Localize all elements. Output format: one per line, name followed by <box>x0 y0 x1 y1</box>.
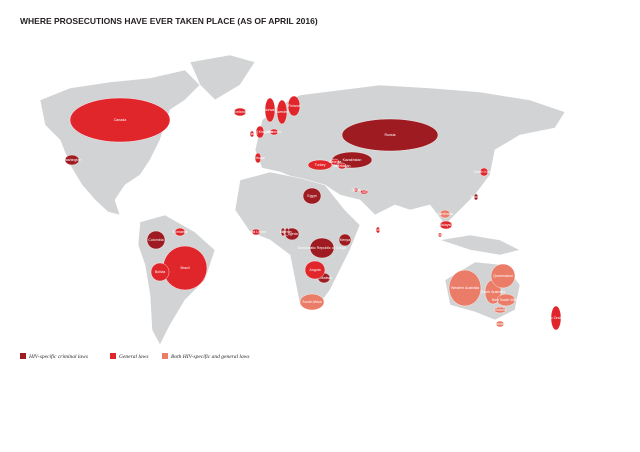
country-shape <box>479 167 489 177</box>
country-label: Singapore <box>432 233 448 237</box>
greenland <box>189 54 256 101</box>
country-label: Ireland <box>247 132 258 136</box>
country-shape <box>496 293 516 307</box>
country-label: Democratic Republic of Congo <box>298 246 347 250</box>
country-label: Taiwan <box>470 195 481 199</box>
country-label: Norway <box>264 108 276 112</box>
country-shape <box>495 320 505 328</box>
countries: Russia Kazakhstan Egypt Colombia Democratic … <box>63 95 567 331</box>
country-label: Turkey <box>315 163 326 167</box>
country-label: Washington <box>63 158 82 162</box>
country-shape <box>69 97 171 143</box>
country-shape <box>353 187 359 193</box>
country-label: Suriname <box>172 230 187 234</box>
country-shape <box>233 107 247 117</box>
country-label: Cambodia <box>437 212 453 216</box>
country-shape <box>146 230 166 250</box>
country-label: Georgia <box>329 160 342 164</box>
country-shape <box>276 99 288 125</box>
country-shape <box>448 269 482 307</box>
country-label: Sweden <box>276 110 289 114</box>
country-label: Kenya <box>340 238 350 242</box>
country-shape <box>473 193 479 201</box>
legend-label: HIV-specific criminal laws <box>28 353 88 360</box>
country-label: Western Australia <box>451 286 479 290</box>
country-shape <box>251 228 261 236</box>
country-shape <box>439 220 453 230</box>
country-label: Brazil <box>181 266 190 270</box>
north-america <box>39 69 201 216</box>
country-shape <box>269 128 279 136</box>
country-label: Zimbabwe <box>316 276 333 280</box>
country-shape <box>490 263 516 289</box>
country-shape <box>550 305 562 331</box>
country-label: South Africa <box>302 300 321 304</box>
country-shape <box>309 237 335 259</box>
country-label: Malaysia <box>439 223 453 227</box>
indonesia <box>439 234 521 256</box>
country-label: Egypt <box>307 194 316 198</box>
country-shape <box>337 162 347 170</box>
country-shape <box>284 227 290 237</box>
country-label: Qatar <box>352 188 362 192</box>
legend: HIV-specific criminal laws General laws Bo… <box>20 353 250 360</box>
country-label: South Korea <box>474 170 494 174</box>
country-label: Togo <box>279 230 287 234</box>
country-shape <box>150 262 170 282</box>
country-label: Bolivia <box>155 270 166 274</box>
legend-label: Both HIV-specific and general laws <box>171 353 250 360</box>
country-shape <box>254 152 262 164</box>
country-label: Kazakhstan <box>343 158 362 162</box>
title: WHERE PROSECUTIONS HAVE EVER TAKEN PLACE… <box>20 16 318 26</box>
country-shape <box>341 118 439 152</box>
country-label: Denmark <box>267 130 282 134</box>
country-label: Colombia <box>148 238 163 242</box>
country-label: Portugal <box>251 156 265 160</box>
country-shape <box>375 226 381 234</box>
country-label: New South Wales <box>492 298 521 302</box>
country-shape <box>307 159 333 171</box>
country-label: Queensland <box>493 274 512 278</box>
country-label: Azerbaijan <box>334 164 351 168</box>
country-shape <box>287 95 301 117</box>
country-shape <box>338 233 352 247</box>
legend-label: General laws <box>119 354 149 360</box>
country-shape <box>264 97 276 123</box>
country-label: Angola <box>309 268 320 272</box>
country-label: United Kingdom <box>247 130 273 134</box>
country-shape <box>359 189 369 195</box>
country-label: Maldives <box>371 228 385 232</box>
country-shape <box>174 227 186 237</box>
country-label: Canada <box>114 118 127 122</box>
country-label: Russia <box>385 133 396 137</box>
country-shape <box>330 158 340 166</box>
country-label: Sierra Leone <box>246 230 267 234</box>
legend-swatch <box>162 353 168 359</box>
country-label: Nigeria <box>286 232 297 236</box>
eurasia <box>254 84 566 226</box>
legend-swatch <box>20 353 26 359</box>
country-shape <box>302 187 322 205</box>
country-shape <box>255 125 265 139</box>
legend-swatch <box>110 353 116 359</box>
country-label: Benin <box>282 230 291 234</box>
country-shape <box>439 209 451 219</box>
country-shape <box>64 154 80 166</box>
country-label: New Zealand <box>545 316 566 320</box>
country-shape <box>249 130 255 138</box>
country-shape <box>437 232 443 238</box>
country-label: Victoria <box>494 308 506 312</box>
country-shape <box>493 306 507 314</box>
country-label: Finland <box>288 104 300 108</box>
country-label: UAE <box>360 190 368 194</box>
country-shape <box>299 293 325 311</box>
country-label: South Australia <box>481 290 505 294</box>
country-shape <box>304 260 326 280</box>
country-label: Tasmania <box>492 322 507 326</box>
country-label: Iceland <box>234 110 246 114</box>
